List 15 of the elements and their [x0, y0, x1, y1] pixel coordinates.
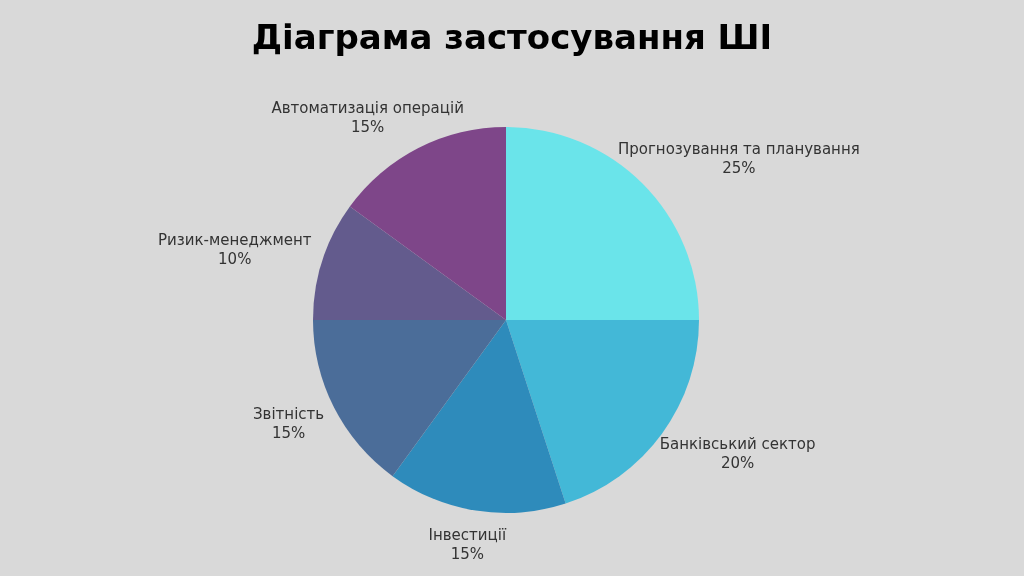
data-label: 10% — [218, 249, 252, 268]
pie-slice — [392, 320, 566, 513]
pie-slice — [313, 206, 506, 320]
data-label: 15% — [450, 544, 484, 563]
slice-label: Інвестиції — [428, 525, 507, 544]
data-label: 20% — [720, 453, 755, 472]
slice-label: Банківський сектор — [659, 434, 816, 453]
slice-label: Прогнозування та планування — [617, 140, 860, 159]
data-label: 25% — [722, 159, 756, 178]
slice-label: Ризик-менеджмент — [157, 230, 312, 249]
data-label: 15% — [271, 423, 306, 442]
slice-label: Звітність — [252, 404, 325, 423]
chart-title: Діаграма застосування ШІ — [251, 17, 773, 57]
data-label: 15% — [351, 117, 385, 136]
slice-label: Автоматизація операцій — [271, 98, 464, 117]
